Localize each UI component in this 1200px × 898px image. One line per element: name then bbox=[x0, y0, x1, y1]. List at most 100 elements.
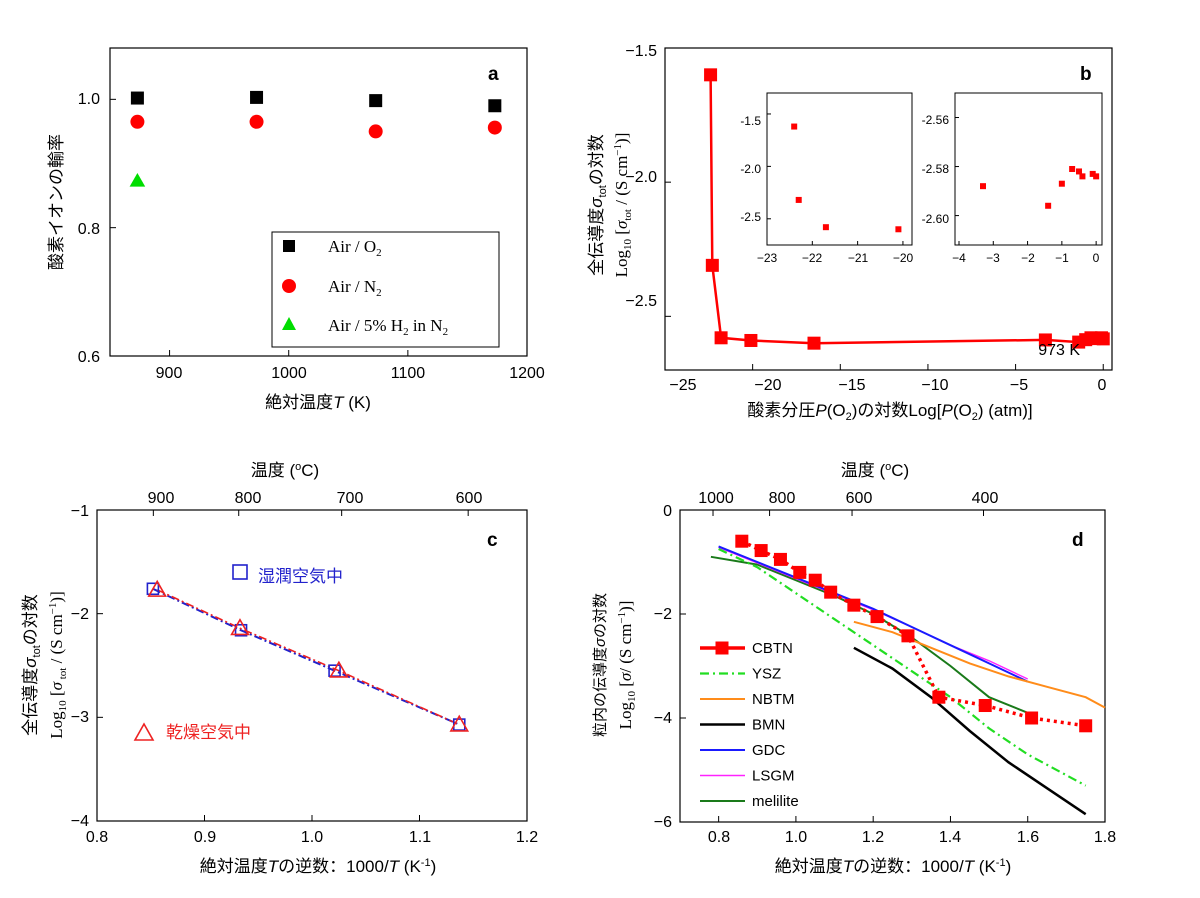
legend-label-air-o2: Air / O2 bbox=[328, 237, 382, 259]
panel-c-top-tick-label: 700 bbox=[337, 490, 364, 507]
panel-c-dry-point bbox=[449, 714, 470, 732]
inset1-point bbox=[895, 226, 902, 233]
panel-d-cbtn-point bbox=[978, 699, 992, 713]
inset1-ytick-label: -2.5 bbox=[740, 210, 761, 224]
panel-b-point bbox=[807, 336, 821, 350]
panel-c-xtick-label: 1.1 bbox=[409, 829, 431, 846]
legend-label-bmn: BMN bbox=[752, 717, 785, 734]
panel-a: a 900 1000 1100 1200 0.6 0.8 1.0 絶対温度T (… bbox=[47, 47, 545, 412]
panel-c-dry-line bbox=[156, 589, 460, 726]
inset2-xtick-label: −2 bbox=[1021, 251, 1035, 265]
panel-c-wet-point bbox=[452, 718, 466, 731]
panel-d-legend: CBTN YSZ NBTM BMN GDC LSGM melilite bbox=[700, 640, 799, 810]
panel-a-point bbox=[130, 91, 144, 105]
panel-d-line-nbtm bbox=[853, 620, 1106, 709]
inset2-point bbox=[1093, 173, 1100, 180]
panel-c-ytick-label: −1 bbox=[71, 503, 89, 520]
inset1-xtick-label: −23 bbox=[757, 251, 778, 265]
panel-a-marks bbox=[110, 90, 528, 357]
panel-b-plot-frame bbox=[664, 47, 1113, 371]
panel-d-ytick-label: 0 bbox=[663, 503, 672, 520]
inset2-point bbox=[980, 183, 986, 190]
panel-a-legend: Air / O2 Air / N2 Air / 5% H2 in N2 bbox=[271, 231, 500, 348]
panel-c-top-tick-label: 600 bbox=[456, 490, 483, 507]
panel-b-point bbox=[705, 258, 719, 272]
panel-c-plot-frame bbox=[96, 509, 528, 822]
inset1-xtick-label: −20 bbox=[893, 251, 914, 265]
inset1-marks bbox=[766, 113, 904, 245]
panel-d-top-tick-label: 400 bbox=[972, 490, 999, 507]
panel-d-cbtn-point bbox=[932, 690, 946, 704]
panel-c-dry-point bbox=[329, 660, 349, 678]
panel-d-xtick-label: 0.8 bbox=[708, 829, 730, 846]
panel-a-ytick-label: 0.8 bbox=[78, 221, 100, 238]
panel-d-top-tick-label: 800 bbox=[769, 490, 796, 507]
inset1-xtick-label: −21 bbox=[848, 251, 869, 265]
panel-a-xtick-label: 1000 bbox=[271, 365, 307, 382]
panel-a-x-axis-label: 絶対温度T (K) bbox=[265, 393, 371, 412]
panel-a-ytick-label: 1.0 bbox=[78, 91, 100, 108]
panel-c-marks bbox=[96, 509, 528, 822]
inset2-xtick-label: −3 bbox=[986, 251, 1000, 265]
panel-d-y-axis-label-line1: 粒内の伝導度σの対数 bbox=[592, 593, 609, 737]
inset2-xtick-label: −1 bbox=[1055, 251, 1069, 265]
inset2-point bbox=[1089, 170, 1096, 177]
inset2-frame bbox=[954, 92, 1103, 246]
panel-d-top-tick-label: 600 bbox=[846, 490, 873, 507]
legend-marker-cbtn bbox=[715, 641, 729, 655]
inset1-ytick-label: -2.0 bbox=[740, 162, 761, 176]
legend-label-wet-air: 湿潤空気中 bbox=[258, 567, 343, 586]
panel-d-cbtn-point bbox=[847, 598, 861, 612]
panel-d-top-axis-label: 温度 (oC) bbox=[841, 461, 909, 480]
panel-d-xtick-label: 1.2 bbox=[862, 829, 884, 846]
legend-label-nbtm: NBTM bbox=[752, 691, 795, 708]
panel-c-xtick-label: 1.2 bbox=[516, 829, 538, 846]
panel-d-cbtn-point bbox=[901, 629, 915, 643]
panel-a-point bbox=[368, 124, 383, 139]
panel-b-point bbox=[1038, 333, 1052, 347]
panel-c-x-axis-label: 絶対温度Tの逆数：1000/T (K-1) bbox=[200, 857, 437, 876]
panel-c-dry-point bbox=[230, 618, 250, 636]
legend-label-melilite: melilite bbox=[752, 793, 799, 810]
panel-c: c 0.8 0.9 1.0 1.1 1.2 900 800 700 600 温度… bbox=[21, 461, 538, 876]
legend-label-lsgm: LSGM bbox=[752, 768, 795, 785]
panel-b-point bbox=[1096, 332, 1110, 346]
inset2-xtick-label: 0 bbox=[1093, 251, 1100, 265]
legend-label-dry-air: 乾燥空気中 bbox=[166, 723, 251, 742]
panel-c-ytick-label: −2 bbox=[71, 606, 89, 623]
panel-b-point bbox=[704, 68, 718, 82]
panel-a-xtick-label: 900 bbox=[156, 365, 183, 382]
panel-d-cbtn-point bbox=[1079, 719, 1093, 733]
panel-d-letter: d bbox=[1072, 530, 1084, 551]
panel-b: b 973 K −25 −20 −15 −10 −5 0 −2.5 −2.0 −… bbox=[587, 43, 1113, 423]
panel-d-cbtn-point bbox=[754, 544, 768, 558]
inset2-point bbox=[1079, 173, 1086, 180]
panel-d-cbtn-point bbox=[808, 573, 822, 587]
panel-b-xtick-label: −10 bbox=[921, 377, 948, 394]
panel-d-plot-frame bbox=[679, 509, 1106, 823]
panel-b-xtick-label: −20 bbox=[754, 377, 781, 394]
panel-b-ytick-label: −2.0 bbox=[625, 169, 657, 186]
panel-d-ytick-label: −4 bbox=[654, 710, 672, 727]
panel-a-point bbox=[129, 173, 146, 187]
panel-d-xtick-label: 1.4 bbox=[939, 829, 961, 846]
panel-a-letter: a bbox=[488, 64, 499, 85]
panel-c-letter: c bbox=[487, 530, 498, 551]
panel-c-top-tick-label: 900 bbox=[148, 490, 175, 507]
inset1-point bbox=[795, 196, 802, 203]
inset2-ytick-label: -2.56 bbox=[922, 113, 950, 127]
panel-d-ytick-label: −2 bbox=[654, 606, 672, 623]
panel-d-y-axis-label-line2: Log10 [σ/ (S cm−1)] bbox=[616, 601, 638, 730]
panel-a-point bbox=[250, 90, 264, 104]
legend-swatch-wet-air bbox=[232, 564, 248, 580]
panel-d-cbtn-point bbox=[870, 610, 884, 624]
panel-b-temperature-annotation: 973 K bbox=[1038, 342, 1080, 359]
panel-c-y-axis-label-line1: 全伝導度σtotの対数 bbox=[21, 594, 43, 736]
panel-b-marks bbox=[664, 47, 1110, 370]
panel-c-xtick-label: 1.0 bbox=[301, 829, 323, 846]
legend-label-cbtn: CBTN bbox=[752, 640, 793, 657]
panel-d-ytick-label: −6 bbox=[654, 814, 672, 831]
panel-a-legend-box bbox=[271, 231, 500, 348]
legend-swatch-air-h2 bbox=[282, 317, 296, 330]
legend-label-gdc: GDC bbox=[752, 742, 786, 759]
